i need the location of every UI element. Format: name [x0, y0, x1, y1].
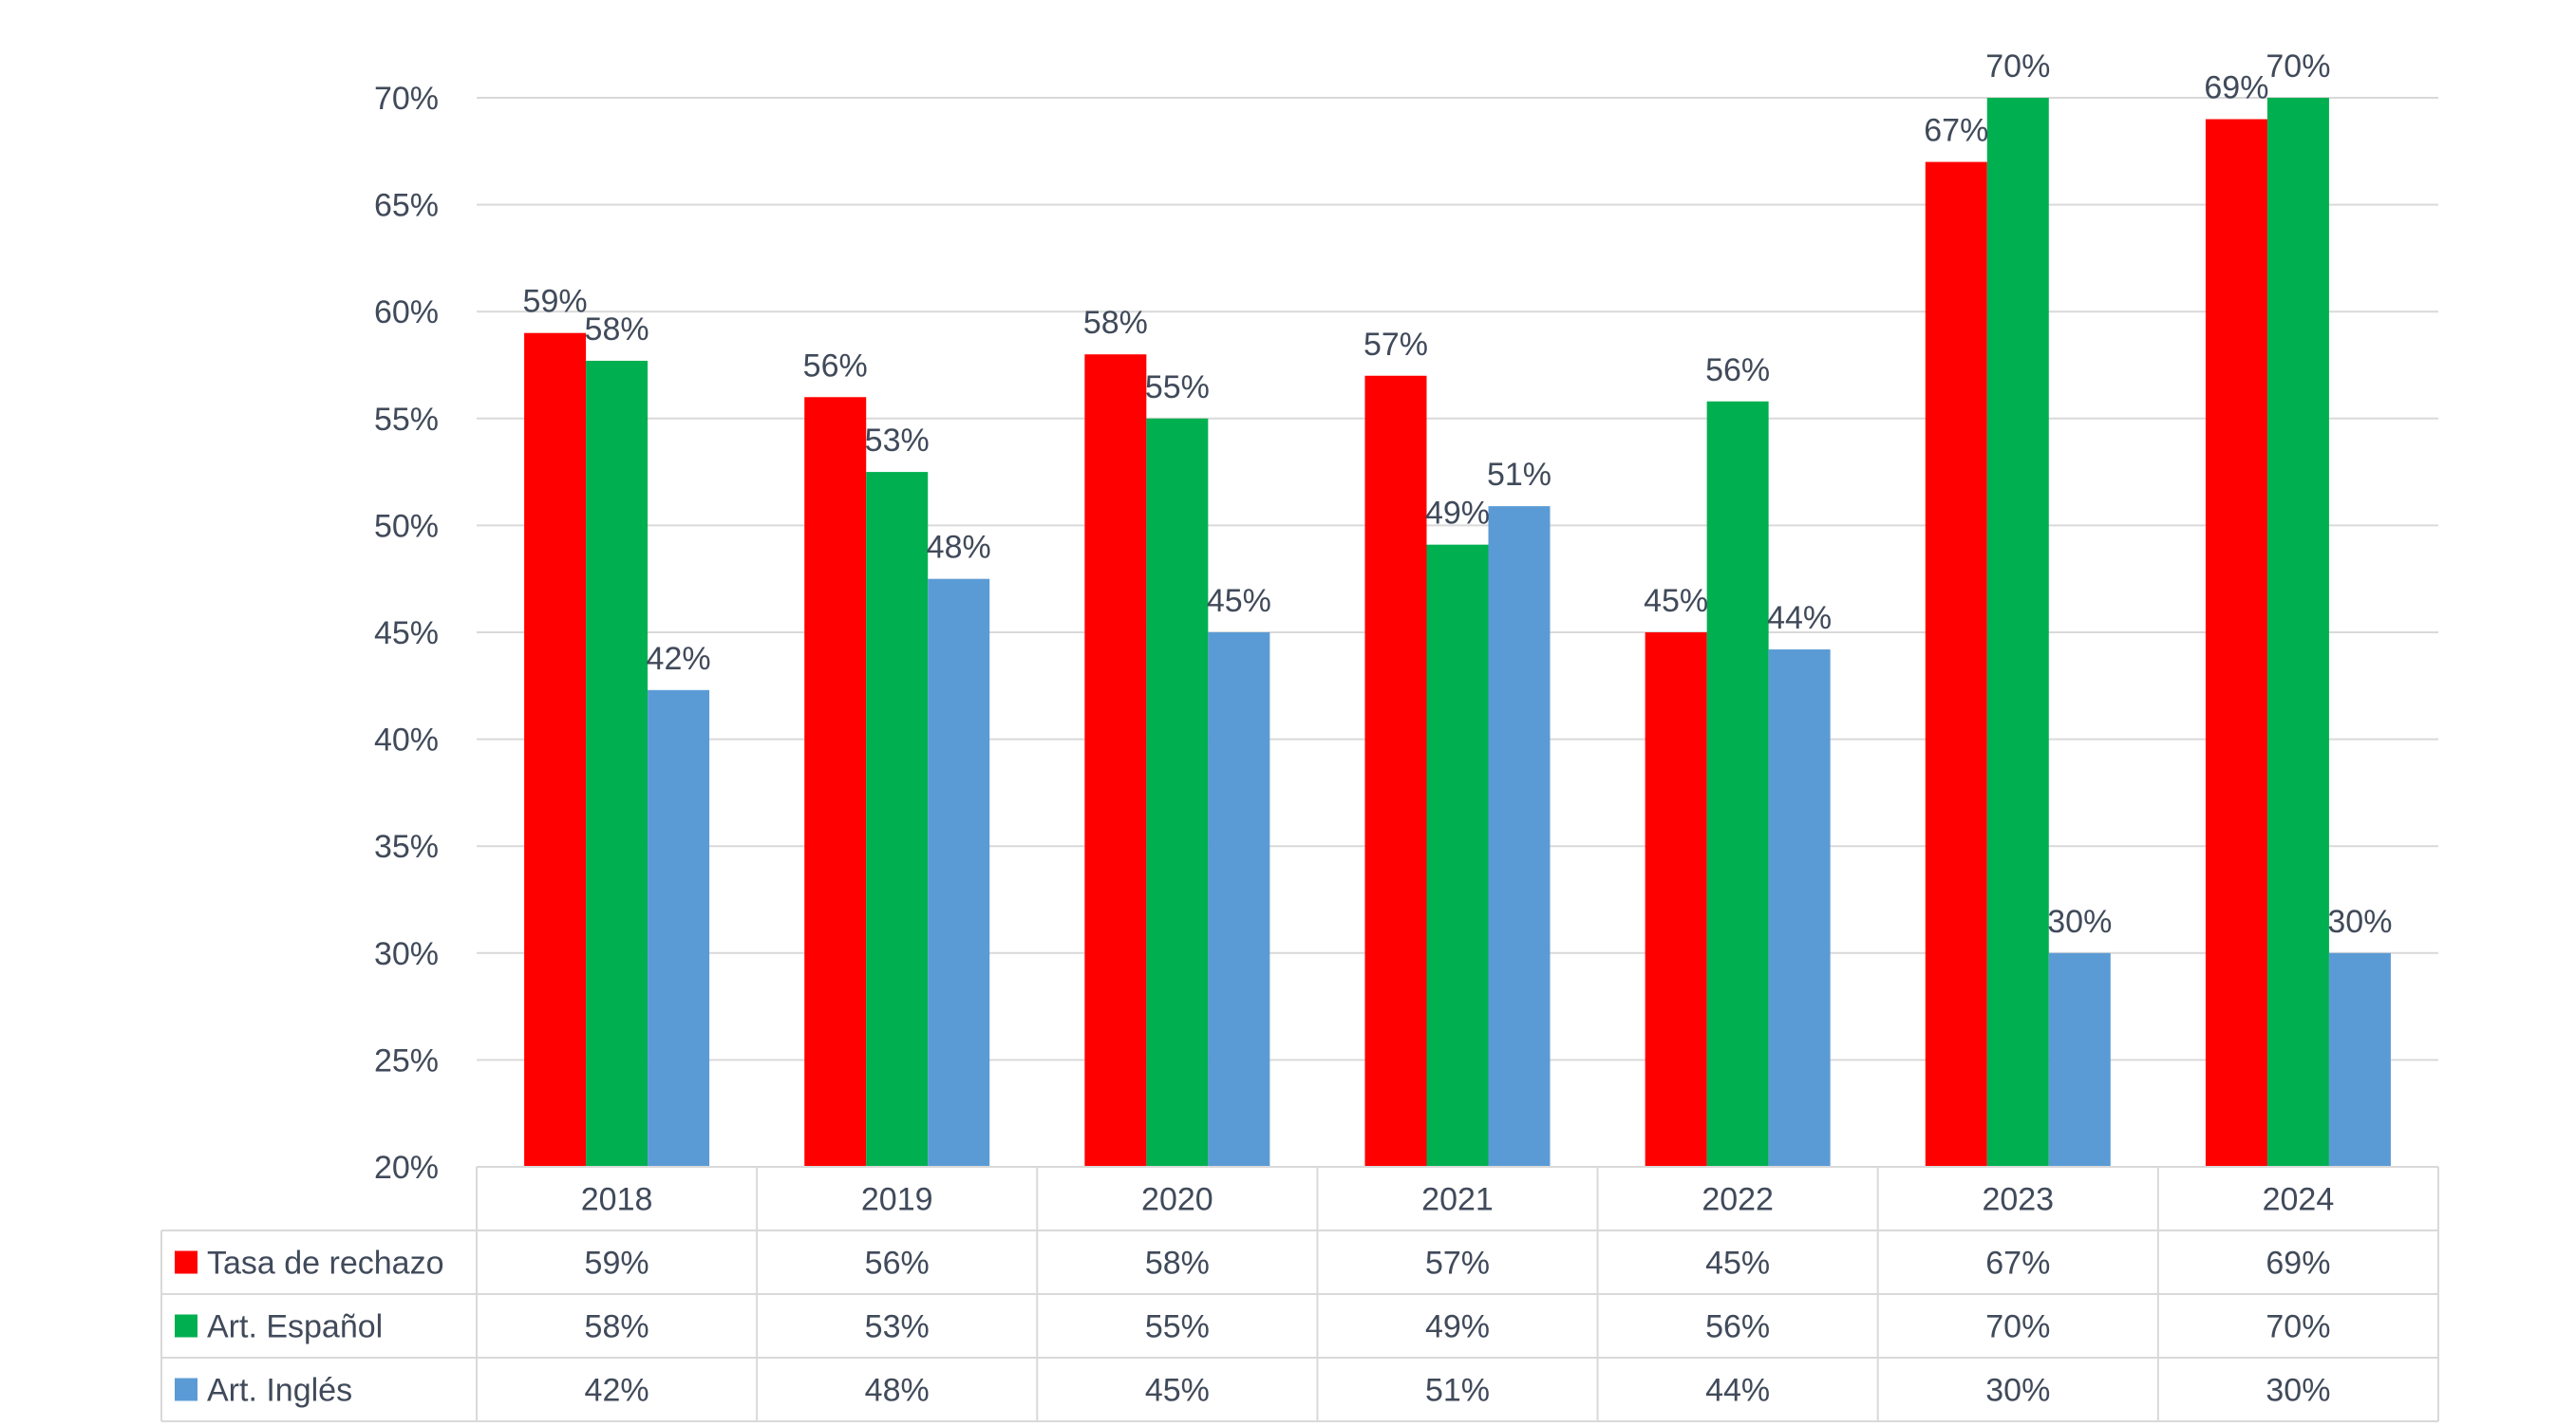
data-label: 30% [2047, 904, 2112, 940]
x-tick-label: 2022 [1702, 1182, 1774, 1218]
x-tick-label: 2023 [1982, 1182, 2054, 1218]
bar-tasa-de-rechazo-2020 [1084, 354, 1147, 1167]
data-label: 55% [1145, 369, 1210, 405]
bar-art-espanol-2022 [1706, 401, 1769, 1167]
y-tick-label: 45% [374, 615, 439, 651]
data-label: 45% [1207, 583, 1271, 619]
bar-tasa-de-rechazo-2019 [804, 397, 867, 1167]
data-label: 49% [1425, 496, 1490, 532]
legend-key-art-espanol [175, 1314, 197, 1338]
legend-key-art-ingles [175, 1378, 197, 1401]
bar-tasa-de-rechazo-2018 [524, 332, 587, 1168]
table-cell: 56% [865, 1246, 930, 1282]
data-label: 53% [865, 422, 930, 459]
table-cell: 48% [865, 1373, 930, 1409]
table-cell: 49% [1425, 1309, 1490, 1345]
table-cell: 70% [2266, 1309, 2330, 1345]
data-label: 58% [1083, 305, 1148, 341]
data-label: 51% [1487, 457, 1551, 493]
data-label: 70% [2266, 48, 2330, 84]
x-tick-label: 2019 [861, 1182, 933, 1218]
table-cell: 59% [585, 1246, 649, 1282]
bar-tasa-de-rechazo-2021 [1364, 375, 1427, 1167]
data-label: 48% [927, 530, 991, 566]
data-label: 67% [1924, 113, 1988, 149]
x-tick-label: 2018 [581, 1182, 653, 1218]
bar-art-espanol-2018 [586, 360, 649, 1168]
y-tick-label: 55% [374, 402, 439, 438]
bar-art-espanol-2021 [1426, 544, 1489, 1167]
data-label: 42% [647, 641, 711, 677]
legend-key-tasa-de-rechazo [175, 1250, 197, 1274]
bar-art-espanol-2020 [1146, 418, 1209, 1167]
bar-art-espanol-2024 [2266, 98, 2329, 1167]
data-label: 45% [1644, 583, 1708, 619]
y-tick-label: 35% [374, 829, 439, 865]
y-tick-label: 50% [374, 508, 439, 544]
table-cell: 45% [1705, 1246, 1770, 1282]
data-label: 59% [523, 284, 588, 320]
table-cell: 53% [865, 1309, 930, 1345]
data-label: 30% [2327, 904, 2392, 940]
y-tick-label: 40% [374, 723, 439, 759]
data-label: 69% [2204, 70, 2268, 106]
table-cell: 67% [1985, 1246, 2050, 1282]
legend-label: Art. Español [207, 1309, 383, 1345]
data-label: 56% [803, 347, 868, 384]
data-label: 56% [1705, 352, 1770, 388]
bar-art-ingles-2019 [928, 578, 990, 1167]
bar-art-ingles-2022 [1768, 649, 1831, 1167]
y-tick-label: 20% [374, 1150, 439, 1186]
data-label: 70% [1985, 48, 2050, 84]
bar-tasa-de-rechazo-2024 [2205, 119, 2267, 1167]
bar-art-ingles-2020 [1208, 632, 1270, 1167]
bar-art-ingles-2023 [2048, 952, 2111, 1167]
legend-label: Tasa de rechazo [207, 1246, 444, 1282]
y-tick-label: 70% [374, 81, 439, 117]
y-tick-label: 65% [374, 188, 439, 224]
bar-art-ingles-2024 [2328, 952, 2391, 1167]
bar-art-ingles-2018 [648, 689, 710, 1167]
y-tick-label: 25% [374, 1042, 439, 1079]
data-label: 58% [585, 311, 649, 347]
table-cell: 51% [1425, 1373, 1490, 1409]
x-tick-label: 2020 [1141, 1182, 1213, 1218]
x-tick-label: 2024 [2263, 1182, 2335, 1218]
x-tick-label: 2021 [1421, 1182, 1494, 1218]
y-tick-label: 60% [374, 294, 439, 330]
table-cell: 42% [585, 1373, 649, 1409]
table-cell: 30% [2266, 1373, 2330, 1409]
data-table: 2018 2019 2020 2021 2022 2023 2024 Tasa de rech… [160, 1166, 2439, 1422]
table-cell: 56% [1705, 1309, 1770, 1345]
legend-label: Art. Inglés [207, 1373, 352, 1409]
table-cell: 58% [1145, 1246, 1210, 1282]
table-cell: 70% [1985, 1309, 2050, 1345]
bar-art-espanol-2019 [866, 472, 929, 1168]
bar-art-ingles-2021 [1488, 506, 1551, 1167]
table-cell: 45% [1145, 1373, 1210, 1409]
table-cell: 57% [1425, 1246, 1490, 1282]
data-label: 44% [1767, 600, 1832, 636]
plot-area [524, 98, 2391, 1168]
y-axis: 20% 25% 30% 35% 40% 45% 50% 55% 60% 65% 70% [374, 81, 439, 1186]
table-cell: 69% [2266, 1246, 2330, 1282]
table-cell: 30% [1985, 1373, 2050, 1409]
table-cell: 55% [1145, 1309, 1210, 1345]
data-label: 57% [1363, 327, 1428, 363]
bar-tasa-de-rechazo-2022 [1645, 632, 1707, 1167]
data-labels: 59%58%42%56%53%48%58%55%45%57%49%51%45%5… [523, 48, 2393, 940]
bar-tasa-de-rechazo-2023 [1925, 161, 1987, 1167]
table-cell: 44% [1705, 1373, 1770, 1409]
table-cell: 58% [585, 1309, 649, 1345]
bar-art-espanol-2023 [1986, 98, 2049, 1167]
y-tick-label: 30% [374, 936, 439, 972]
